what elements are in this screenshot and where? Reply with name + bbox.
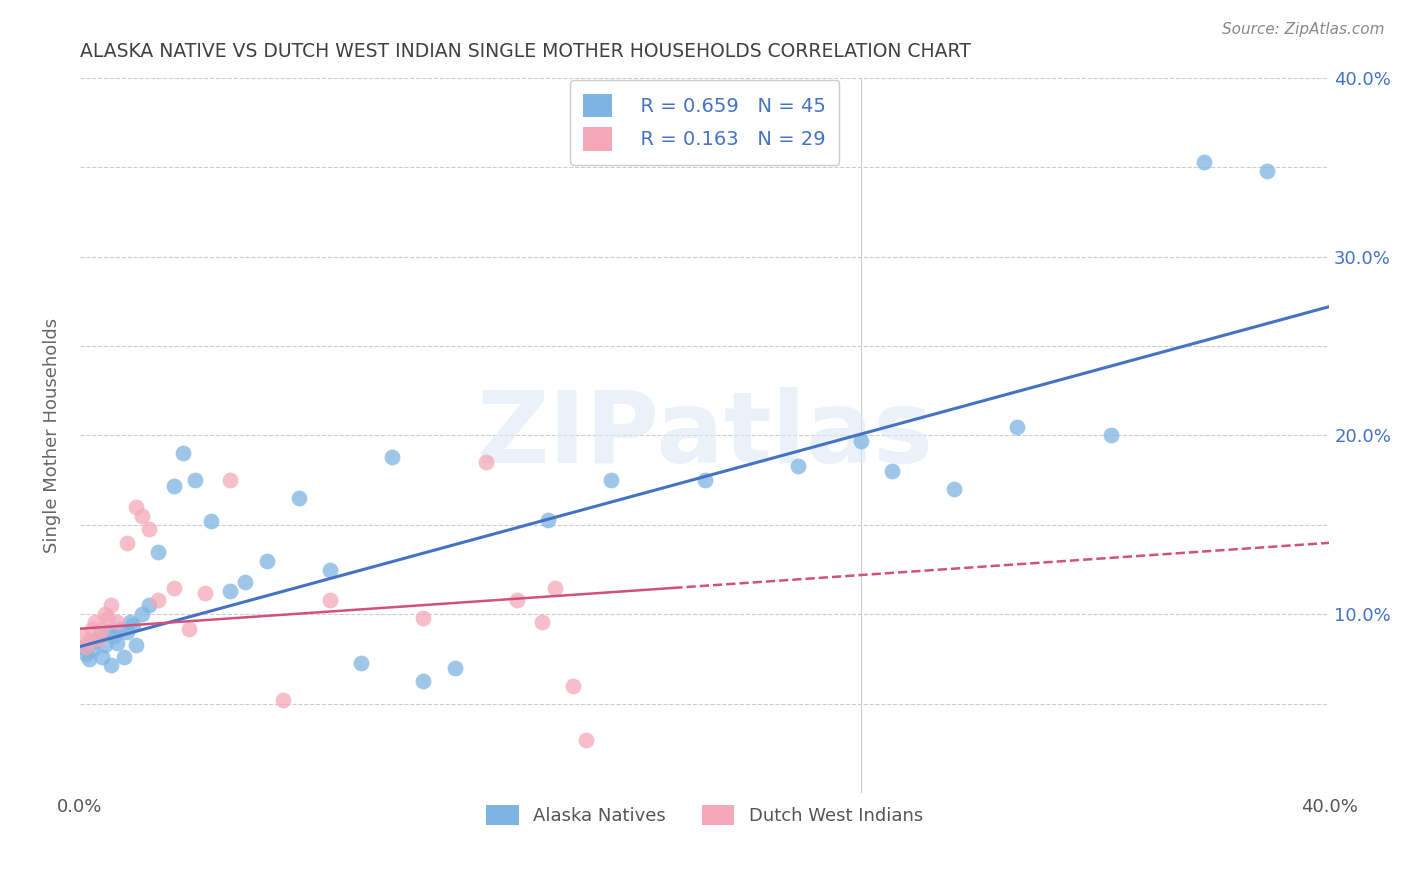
Point xyxy=(1256,163,1278,178)
Point xyxy=(105,615,128,629)
Point xyxy=(115,536,138,550)
Point xyxy=(146,593,169,607)
Point xyxy=(131,508,153,523)
Point xyxy=(100,599,122,613)
Point xyxy=(125,500,148,514)
Text: ZIPatlas: ZIPatlas xyxy=(477,387,934,484)
Point xyxy=(543,581,565,595)
Point xyxy=(200,514,222,528)
Point xyxy=(319,563,342,577)
Point xyxy=(138,522,160,536)
Point xyxy=(118,615,141,629)
Point xyxy=(1194,154,1216,169)
Point xyxy=(880,464,903,478)
Point xyxy=(256,554,278,568)
Point xyxy=(381,450,404,464)
Point xyxy=(506,593,529,607)
Point xyxy=(194,586,217,600)
Point xyxy=(110,622,132,636)
Point xyxy=(184,473,207,487)
Point xyxy=(84,634,107,648)
Point xyxy=(115,625,138,640)
Point xyxy=(693,473,716,487)
Point xyxy=(162,581,184,595)
Point xyxy=(131,607,153,622)
Point xyxy=(75,640,97,654)
Point xyxy=(537,512,560,526)
Point xyxy=(72,629,94,643)
Point xyxy=(77,634,100,648)
Point xyxy=(412,611,434,625)
Point xyxy=(475,455,498,469)
Point xyxy=(97,625,120,640)
Point xyxy=(94,638,117,652)
Point xyxy=(84,615,107,629)
Point xyxy=(562,679,585,693)
Point xyxy=(112,650,135,665)
Point xyxy=(103,629,125,643)
Text: Source: ZipAtlas.com: Source: ZipAtlas.com xyxy=(1222,22,1385,37)
Point xyxy=(75,647,97,661)
Point xyxy=(172,446,194,460)
Point xyxy=(531,615,554,629)
Point xyxy=(412,673,434,688)
Point xyxy=(235,575,257,590)
Point xyxy=(599,473,621,487)
Point xyxy=(77,652,100,666)
Y-axis label: Single Mother Households: Single Mother Households xyxy=(44,318,60,553)
Point xyxy=(82,643,104,657)
Point xyxy=(787,458,810,473)
Point xyxy=(287,491,309,505)
Point xyxy=(943,482,966,496)
Point xyxy=(162,478,184,492)
Point xyxy=(350,656,373,670)
Point xyxy=(179,622,201,636)
Point xyxy=(575,732,598,747)
Point xyxy=(100,657,122,672)
Point xyxy=(218,473,240,487)
Point xyxy=(443,661,465,675)
Point xyxy=(146,545,169,559)
Point xyxy=(94,607,117,622)
Point xyxy=(319,593,342,607)
Point xyxy=(125,638,148,652)
Point xyxy=(849,434,872,448)
Point xyxy=(97,611,120,625)
Point xyxy=(72,640,94,654)
Point xyxy=(105,636,128,650)
Point xyxy=(218,584,240,599)
Point xyxy=(90,622,112,636)
Point xyxy=(90,650,112,665)
Point xyxy=(87,632,110,647)
Text: ALASKA NATIVE VS DUTCH WEST INDIAN SINGLE MOTHER HOUSEHOLDS CORRELATION CHART: ALASKA NATIVE VS DUTCH WEST INDIAN SINGL… xyxy=(80,42,970,61)
Point xyxy=(87,629,110,643)
Point xyxy=(1005,419,1028,434)
Point xyxy=(82,622,104,636)
Point xyxy=(1099,428,1122,442)
Point xyxy=(271,693,294,707)
Point xyxy=(122,618,145,632)
Point xyxy=(138,599,160,613)
Legend: Alaska Natives, Dutch West Indians: Alaska Natives, Dutch West Indians xyxy=(477,796,932,834)
